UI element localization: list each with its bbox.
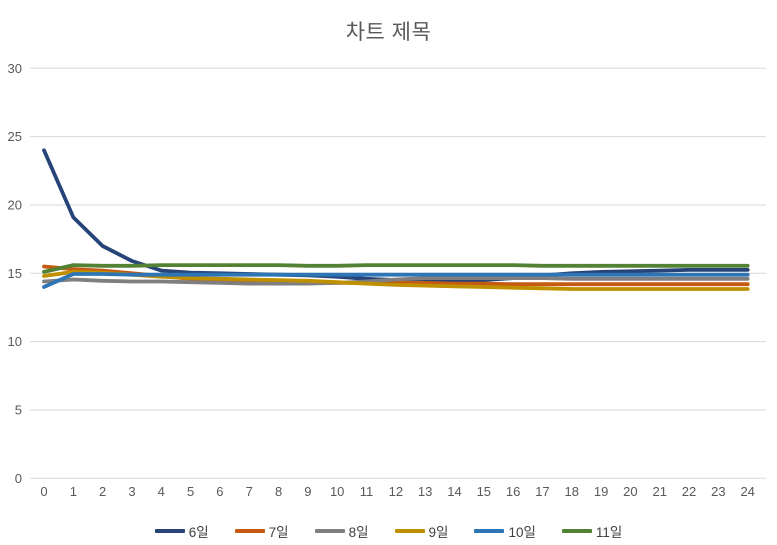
legend-label-9일: 9일 <box>428 525 449 540</box>
legend-item-6일[interactable]: 6일 <box>154 521 209 541</box>
y-tick-label-5: 5 <box>15 402 22 417</box>
legend-label-10일: 10일 <box>508 525 536 540</box>
x-tick-label-19: 19 <box>594 484 608 499</box>
legend-label-8일: 8일 <box>348 525 369 540</box>
x-tick-label-4: 4 <box>158 484 165 499</box>
x-tick-label-5: 5 <box>187 484 194 499</box>
y-tick-label-10: 10 <box>8 334 22 349</box>
legend-swatch-11일 <box>561 529 592 533</box>
x-tick-label-12: 12 <box>389 484 403 499</box>
x-tick-label-21: 21 <box>652 484 666 499</box>
x-tick-label-7: 7 <box>246 484 253 499</box>
x-tick-label-22: 22 <box>682 484 696 499</box>
x-tick-label-16: 16 <box>506 484 520 499</box>
x-tick-label-3: 3 <box>128 484 135 499</box>
x-tick-label-8: 8 <box>275 484 282 499</box>
x-tick-label-0: 0 <box>40 484 47 499</box>
x-tick-label-23: 23 <box>711 484 725 499</box>
x-tick-label-14: 14 <box>447 484 461 499</box>
series-line-11일 <box>42 263 750 274</box>
legend-swatch-9일 <box>394 529 425 533</box>
chart-legend: 6일 7일 8일 9일 10일 11일 <box>0 521 777 541</box>
legend-item-8일[interactable]: 8일 <box>314 521 369 541</box>
legend-item-7일[interactable]: 7일 <box>234 521 289 541</box>
x-tick-label-24: 24 <box>740 484 754 499</box>
x-tick-label-13: 13 <box>418 484 432 499</box>
x-tick-label-20: 20 <box>623 484 637 499</box>
y-tick-label-20: 20 <box>8 197 22 212</box>
y-tick-label-0: 0 <box>15 471 22 486</box>
legend-swatch-7일 <box>234 529 265 533</box>
series-line-9일 <box>42 269 750 291</box>
series-line-10일 <box>42 272 750 289</box>
x-tick-label-1: 1 <box>70 484 77 499</box>
legend-item-10일[interactable]: 10일 <box>474 521 536 541</box>
legend-swatch-8일 <box>314 529 345 533</box>
chart-title: 차트 제목 <box>345 21 432 44</box>
x-tick-label-10: 10 <box>330 484 344 499</box>
series-line-8일 <box>42 276 750 286</box>
legend-label-6일: 6일 <box>188 525 209 540</box>
series-line-6일 <box>42 148 750 283</box>
y-tick-label-15: 15 <box>8 266 22 281</box>
x-tick-label-15: 15 <box>477 484 491 499</box>
x-tick-label-6: 6 <box>216 484 223 499</box>
legend-label-11일: 11일 <box>595 525 623 540</box>
legend-swatch-6일 <box>154 529 185 533</box>
x-tick-label-11: 11 <box>360 484 374 499</box>
legend-item-11일[interactable]: 11일 <box>561 521 623 541</box>
legend-label-7일: 7일 <box>268 525 289 540</box>
legend-swatch-10일 <box>474 529 505 533</box>
x-tick-label-9: 9 <box>304 484 311 499</box>
legend-item-9일[interactable]: 9일 <box>394 521 449 541</box>
x-tick-label-2: 2 <box>99 484 106 499</box>
x-tick-label-17: 17 <box>535 484 549 499</box>
x-tick-label-18: 18 <box>565 484 579 499</box>
y-tick-label-30: 30 <box>8 61 22 76</box>
y-tick-label-25: 25 <box>8 129 22 144</box>
